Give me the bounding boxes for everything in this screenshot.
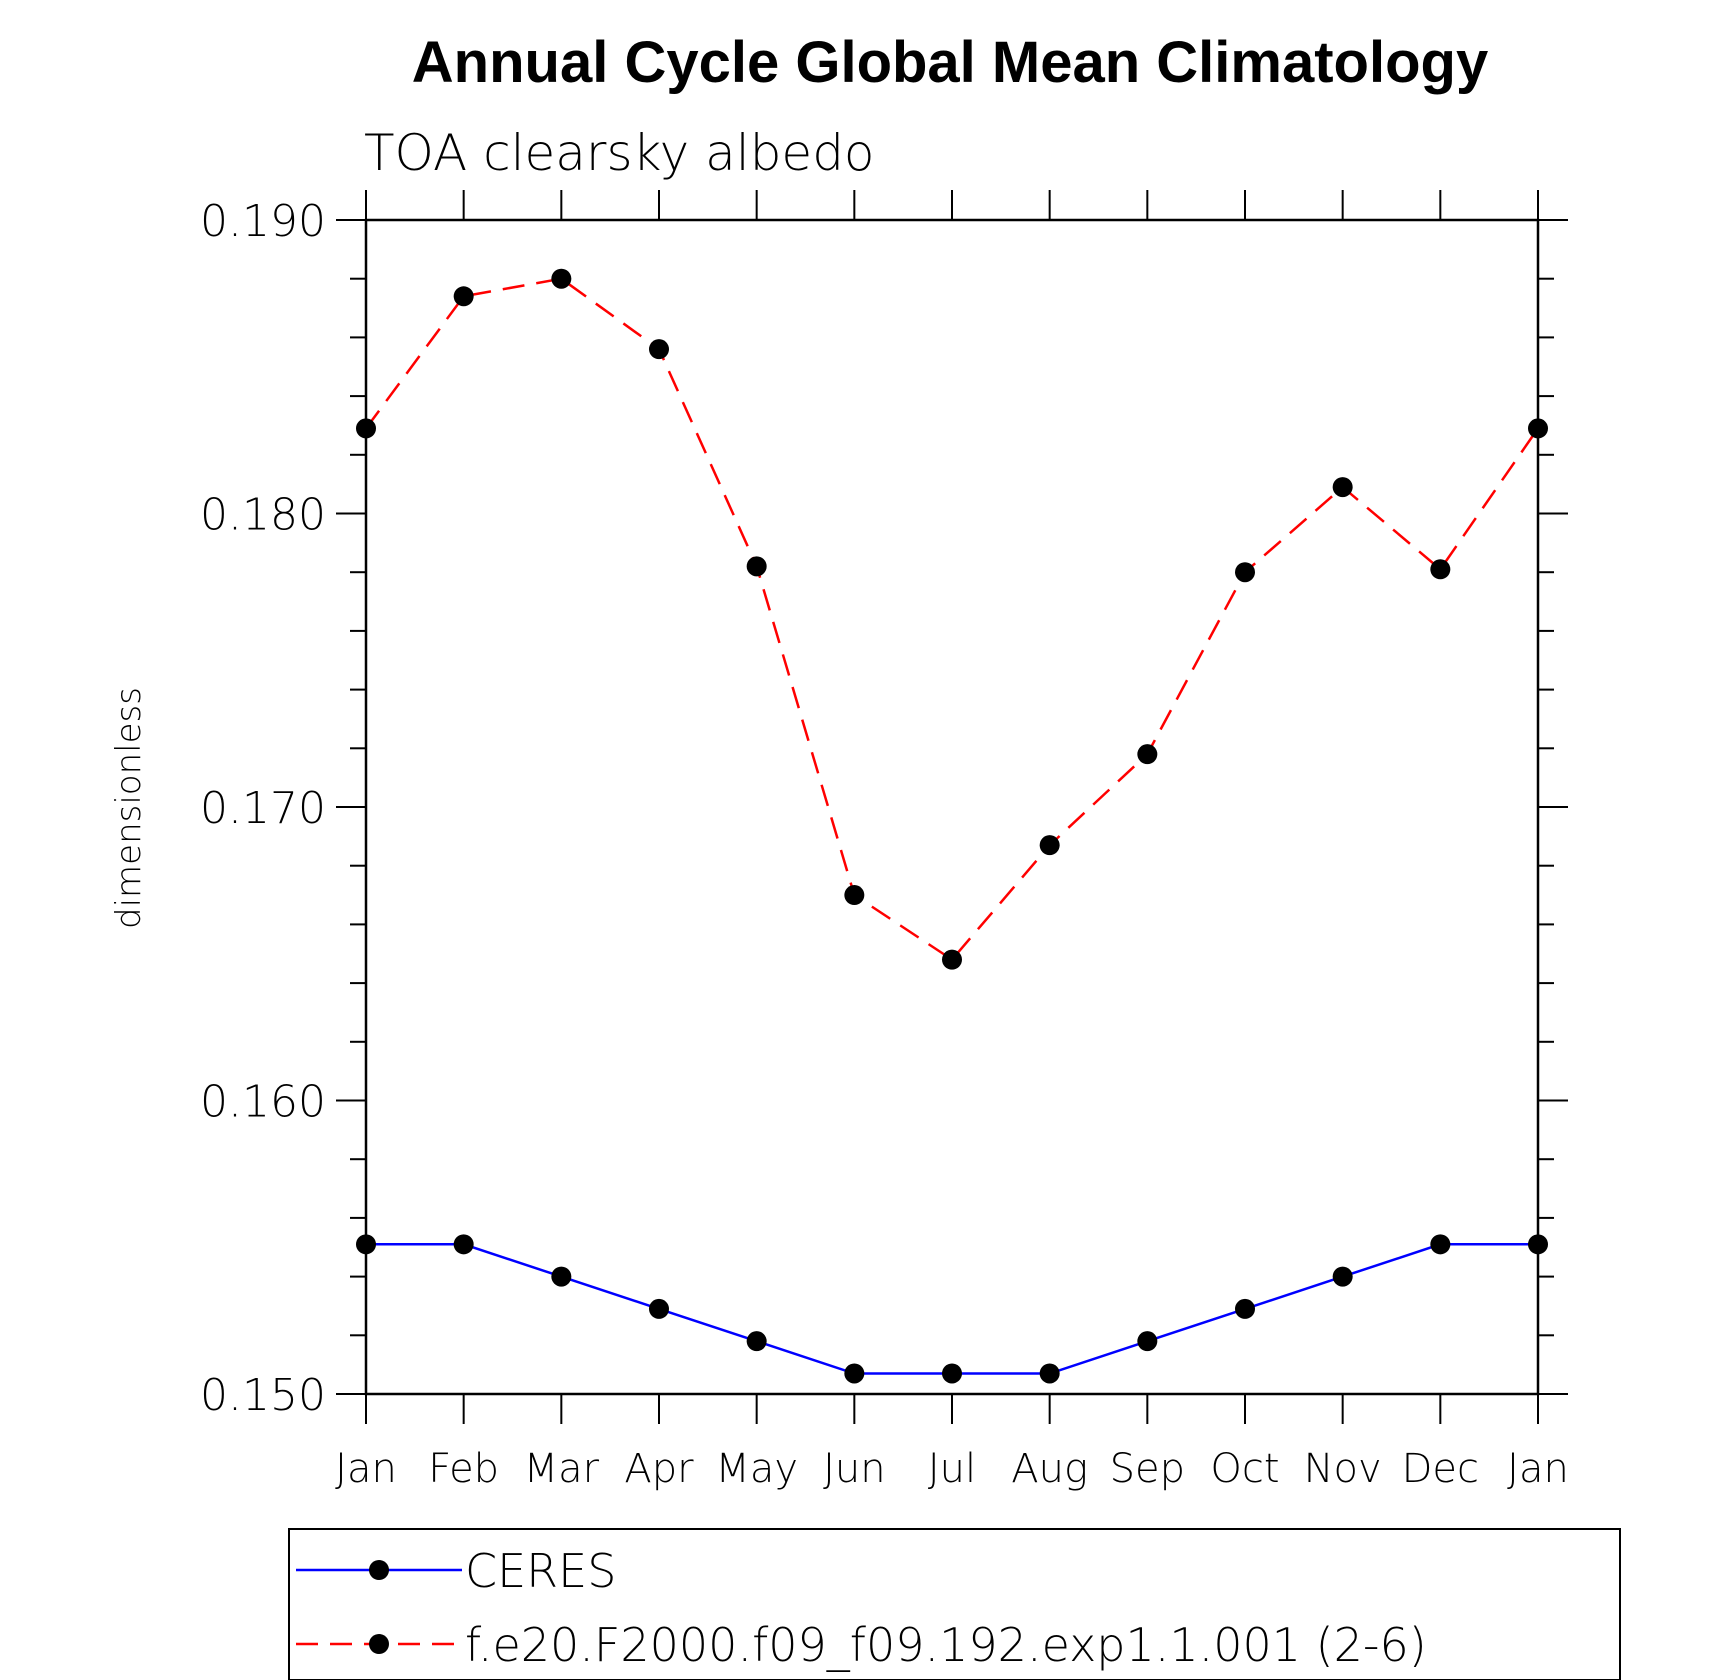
x-tick-label: Jan — [1507, 1446, 1569, 1492]
data-point — [453, 1234, 474, 1255]
plot-series — [356, 268, 1548, 1384]
plot-frame — [364, 218, 1540, 1396]
x-tick-label: Jul — [928, 1446, 976, 1492]
data-point — [356, 1234, 376, 1255]
axes: 0.150 0.160 0.170 0.180 0.190 Jan Feb Mar Apr May… — [200, 190, 1569, 1492]
x-tick-label: Feb — [428, 1446, 499, 1492]
data-point — [649, 1298, 669, 1319]
data-point — [1430, 1234, 1451, 1255]
y-tick-label: 0.160 — [200, 1077, 326, 1128]
data-point — [1528, 418, 1548, 439]
y-tick-label: 0.170 — [200, 783, 326, 834]
data-point — [1137, 744, 1158, 765]
y-axis-label: dimensionless — [109, 687, 149, 929]
x-tick-label: Dec — [1402, 1446, 1479, 1492]
data-point — [1332, 477, 1353, 498]
data-point — [942, 1363, 962, 1384]
x-tick-label: Nov — [1304, 1446, 1382, 1492]
y-tick-label: 0.190 — [200, 196, 326, 247]
data-point — [1430, 559, 1451, 580]
data-point — [746, 556, 767, 577]
chart-title: Annual Cycle Global Mean Climatology — [412, 30, 1488, 95]
data-point — [1039, 835, 1060, 856]
y-tick-label: 0.180 — [200, 490, 326, 541]
legend-label: f.e20.F2000.f09_f09.192.exp1.1.001 (2-6) — [465, 1618, 1427, 1672]
legend-marker — [369, 1634, 389, 1654]
x-tick-label: May — [715, 1446, 798, 1492]
x-tick-label: Apr — [624, 1446, 694, 1492]
series-line — [366, 1243, 1538, 1375]
data-point — [551, 1266, 572, 1287]
data-point — [746, 1331, 767, 1352]
chart-subtitle: TOA clearsky albedo — [364, 124, 875, 182]
data-point — [551, 268, 572, 289]
legend-label: CERES — [465, 1544, 616, 1598]
data-point — [453, 286, 474, 307]
data-point — [356, 418, 376, 439]
x-tick-label: Jun — [823, 1446, 886, 1492]
data-point — [1235, 562, 1255, 583]
legend-marker — [369, 1560, 389, 1580]
legend-box — [288, 1528, 1621, 1680]
data-point — [844, 885, 865, 906]
series-line — [364, 277, 1540, 962]
data-point — [1528, 1234, 1548, 1255]
data-point — [1332, 1266, 1353, 1287]
legend: CERES f.e20.F2000.f09_f09.192.exp1.1.001 … — [288, 1528, 1621, 1680]
x-tick-label: Sep — [1110, 1446, 1185, 1492]
data-point — [844, 1363, 865, 1384]
data-point — [1137, 1331, 1158, 1352]
x-tick-label: Jan — [335, 1446, 397, 1492]
series-1 — [356, 1234, 1548, 1384]
data-point — [1039, 1363, 1060, 1384]
y-tick-label: 0.150 — [200, 1370, 326, 1421]
x-tick-label: Mar — [524, 1446, 600, 1492]
x-tick-label: Aug — [1011, 1446, 1088, 1492]
series-2 — [356, 268, 1548, 970]
data-point — [649, 339, 669, 360]
x-tick-label: Oct — [1210, 1446, 1279, 1492]
data-point — [942, 949, 962, 970]
data-point — [1235, 1298, 1255, 1319]
